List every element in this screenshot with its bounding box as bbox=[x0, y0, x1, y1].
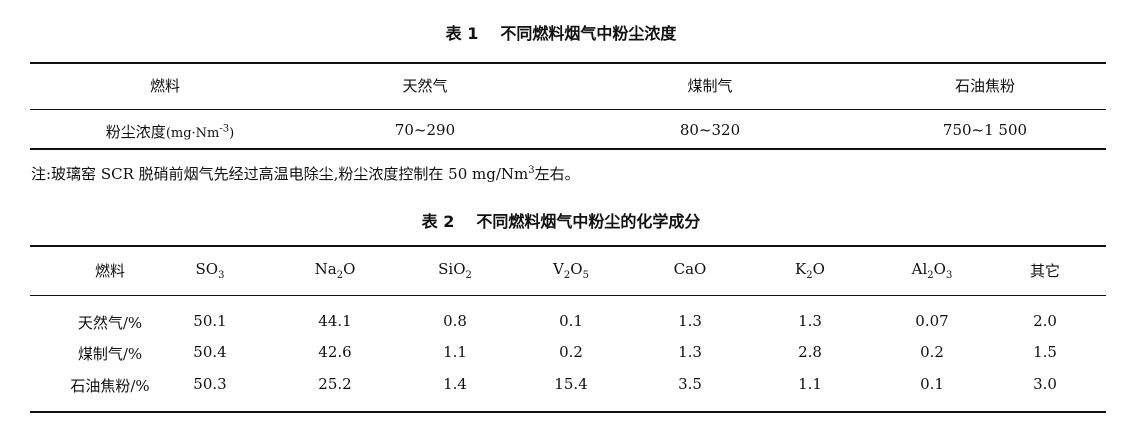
table1-value-petcoke: 750~1 500 bbox=[942, 121, 1028, 139]
table2-title-text: 不同燃料烟气中粉尘的化学成分 bbox=[476, 212, 701, 231]
k2o-text-b: O bbox=[812, 260, 825, 278]
table1-bottom-rule bbox=[30, 148, 1106, 150]
cell-v2o5: 0.2 bbox=[559, 343, 583, 361]
table2-header-so3: SO3 bbox=[180, 260, 240, 281]
cell-other: 2.0 bbox=[1033, 312, 1057, 330]
al2o3-sub1: 2 bbox=[927, 270, 934, 281]
sio2-text: SiO bbox=[438, 260, 466, 278]
table1-value-natural-gas: 70~290 bbox=[394, 121, 456, 139]
table2-mid-rule bbox=[30, 295, 1106, 296]
cell-so3: 50.3 bbox=[193, 375, 227, 393]
table2-header-v2o5: V2O5 bbox=[536, 260, 606, 281]
cell-cao: 3.5 bbox=[678, 375, 702, 393]
table2-row: 天然气/% 50.1 44.1 0.8 0.1 1.3 1.3 0.07 2.0 bbox=[0, 312, 1122, 334]
v2o5-text-a: V bbox=[553, 260, 564, 278]
table1-title-text: 不同燃料烟气中粉尘浓度 bbox=[500, 24, 677, 43]
so3-sub: 3 bbox=[218, 270, 225, 281]
table1-title-number: 表 1 bbox=[445, 24, 479, 43]
cell-sio2: 1.4 bbox=[443, 375, 467, 393]
table2-row: 煤制气/% 50.4 42.6 1.1 0.2 1.3 2.8 0.2 1.5 bbox=[0, 343, 1122, 365]
dust-unit-open: (mg·Nm bbox=[165, 126, 220, 141]
note-suffix: 左右。 bbox=[534, 165, 580, 183]
cell-na2o: 42.6 bbox=[318, 343, 352, 361]
cell-sio2: 0.8 bbox=[443, 312, 467, 330]
cell-so3: 50.4 bbox=[193, 343, 227, 361]
table1-note: 注:玻璃窑 SCR 脱硝前烟气先经过高温电除尘,粉尘浓度控制在 50 mg/Nm… bbox=[31, 163, 580, 184]
table2-row: 石油焦粉/% 50.3 25.2 1.4 15.4 3.5 1.1 0.1 3.… bbox=[0, 375, 1122, 397]
dust-unit: (mg·Nm-3) bbox=[165, 123, 235, 141]
v2o5-text-b: O bbox=[570, 260, 583, 278]
table2-top-rule bbox=[30, 245, 1106, 247]
na2o-text-b: O bbox=[343, 260, 356, 278]
table1-header-coal-gas: 煤制气 bbox=[687, 77, 733, 95]
table1-row-label: 粉尘浓度(mg·Nm-3) bbox=[70, 121, 270, 142]
table2-header-al2o3: Al2O3 bbox=[892, 260, 972, 281]
cell-sio2: 1.1 bbox=[443, 343, 467, 361]
row-label: 天然气/% bbox=[77, 314, 143, 332]
table2-header-other: 其它 bbox=[1029, 262, 1060, 280]
table2-header-k2o: K2O bbox=[775, 260, 845, 281]
cell-so3: 50.1 bbox=[193, 312, 227, 330]
sio2-sub: 2 bbox=[465, 270, 472, 281]
cell-k2o: 2.8 bbox=[798, 343, 822, 361]
table2-title-number: 表 2 bbox=[421, 212, 455, 231]
cell-k2o: 1.3 bbox=[798, 312, 822, 330]
cell-v2o5: 15.4 bbox=[554, 375, 588, 393]
table1-top-rule bbox=[30, 62, 1106, 64]
na2o-sub: 2 bbox=[336, 270, 344, 281]
dust-unit-sup: -3 bbox=[219, 123, 230, 135]
table1-mid-rule bbox=[30, 109, 1106, 110]
v2o5-sub1: 2 bbox=[563, 270, 571, 281]
na2o-text-a: Na bbox=[314, 260, 337, 278]
al2o3-sub2: 3 bbox=[945, 270, 953, 281]
table2-header-na2o: Na2O bbox=[300, 260, 370, 281]
cell-al2o3: 0.07 bbox=[915, 312, 949, 330]
dust-unit-close: ) bbox=[229, 126, 235, 141]
cell-cao: 1.3 bbox=[678, 312, 702, 330]
dust-concentration-label: 粉尘浓度 bbox=[105, 123, 166, 141]
cell-na2o: 25.2 bbox=[318, 375, 352, 393]
cell-cao: 1.3 bbox=[678, 343, 702, 361]
k2o-text-a: K bbox=[795, 260, 807, 278]
cell-v2o5: 0.1 bbox=[559, 312, 583, 330]
table2-title: 表 2 不同燃料烟气中粉尘的化学成分 bbox=[0, 208, 1122, 232]
table1-value-coal-gas: 80~320 bbox=[679, 121, 741, 139]
row-label: 石油焦粉/% bbox=[70, 377, 150, 395]
cell-al2o3: 0.2 bbox=[920, 343, 944, 361]
table2-header-fuel: 燃料 bbox=[94, 262, 125, 280]
note-prefix: 注:玻璃窑 SCR 脱硝前烟气先经过高温电除尘,粉尘浓度控制在 50 mg/Nm bbox=[31, 165, 529, 183]
cell-other: 3.0 bbox=[1033, 375, 1057, 393]
table2-header-sio2: SiO2 bbox=[420, 260, 490, 281]
table1-header-petcoke: 石油焦粉 bbox=[954, 77, 1015, 95]
table1-title: 表 1 不同燃料烟气中粉尘浓度 bbox=[0, 20, 1122, 44]
k2o-sub: 2 bbox=[806, 270, 813, 281]
table2-header-cao: CaO bbox=[673, 260, 707, 278]
table1-header-natural-gas: 天然气 bbox=[402, 77, 448, 95]
cell-na2o: 44.1 bbox=[318, 312, 352, 330]
table1-header-fuel: 燃料 bbox=[149, 77, 180, 95]
note-sup: 3 bbox=[528, 165, 535, 176]
al2o3-text-b: O bbox=[933, 260, 946, 278]
table2-bottom-rule bbox=[30, 411, 1106, 413]
so3-text: SO bbox=[195, 260, 219, 278]
cell-k2o: 1.1 bbox=[798, 375, 822, 393]
al2o3-text-a: Al bbox=[911, 260, 928, 278]
cell-other: 1.5 bbox=[1033, 343, 1057, 361]
row-label: 煤制气/% bbox=[77, 345, 143, 363]
v2o5-sub2: 5 bbox=[582, 270, 589, 281]
cell-al2o3: 0.1 bbox=[920, 375, 944, 393]
